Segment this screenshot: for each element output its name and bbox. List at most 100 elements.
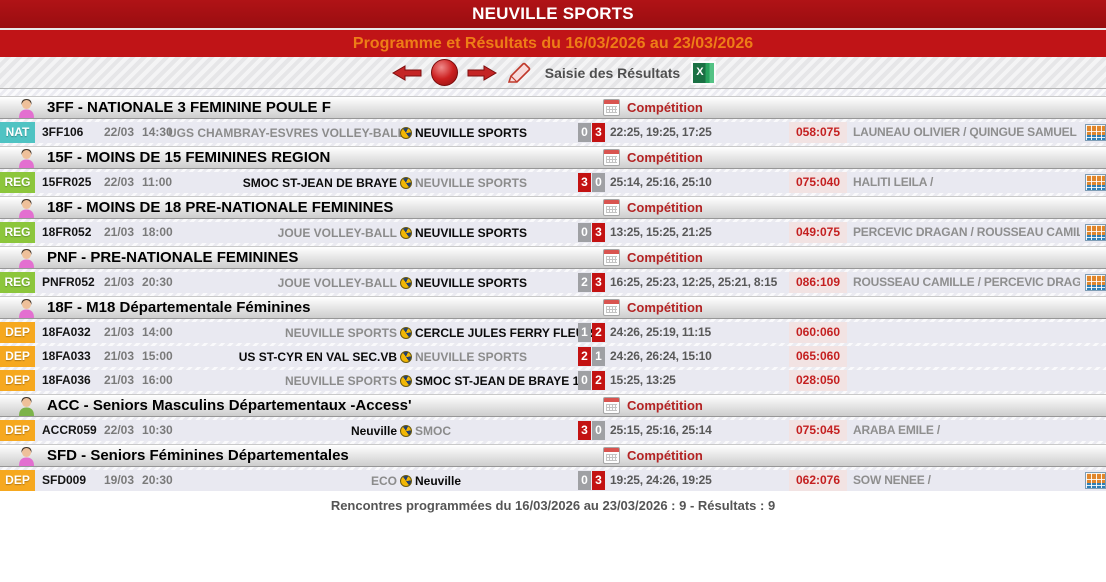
calendar-icon: [603, 397, 620, 414]
match-code[interactable]: PNFR052: [42, 275, 95, 289]
calendar-icon: [603, 447, 620, 464]
competition-label: Compétition: [627, 300, 703, 315]
match-time: 20:30: [142, 275, 173, 289]
volleyball-icon: [400, 350, 412, 363]
match-datetime: 22/03 14:30: [104, 122, 173, 143]
toolbar: Saisie des Résultats: [0, 57, 1106, 89]
total-points: 060:060: [789, 322, 847, 343]
total-points: 075:045: [789, 420, 847, 441]
team-b-name: NEUVILLE SPORTS: [415, 225, 528, 240]
stats-icon[interactable]: [1085, 174, 1106, 191]
player-avatar-icon: [16, 246, 37, 268]
score-b: 3: [592, 123, 605, 142]
match-date: 22/03: [104, 175, 135, 189]
competition-label: Compétition: [627, 150, 703, 165]
pencil-icon[interactable]: [506, 62, 532, 84]
total-points: 028:050: [789, 370, 847, 391]
match-time: 18:00: [142, 225, 173, 239]
player-avatar-icon: [16, 296, 37, 318]
referees: LAUNEAU OLIVIER / QUINGUE SAMUEL: [853, 125, 1077, 139]
volleyball-icon: [400, 326, 412, 339]
competition-link[interactable]: Compétition: [603, 97, 703, 118]
match-row: REG 15FR025 22/03 11:00 SMOC ST-JEAN DE …: [0, 172, 1106, 193]
score-a: 0: [578, 223, 591, 242]
score-b: 2: [592, 371, 605, 390]
team-a-name: JOUE VOLLEY-BALL: [277, 275, 397, 290]
arrow-left-icon[interactable]: [391, 64, 422, 81]
league-header: PNF - PRE-NATIONALE FEMININES Compétitio…: [0, 246, 1106, 269]
level-badge: REG: [0, 272, 35, 293]
competition-link[interactable]: Compétition: [603, 445, 703, 466]
score-a: 0: [578, 471, 591, 490]
stats-icon[interactable]: [1085, 274, 1106, 291]
match-time: 15:00: [142, 349, 173, 363]
page-header: NEUVILLE SPORTS Programme et Résultats d…: [0, 0, 1106, 57]
match-row: REG 18FR052 21/03 18:00 JOUE VOLLEY-BALL…: [0, 222, 1106, 243]
score-a: 1: [578, 323, 591, 342]
teams: Neuville SMOC: [168, 420, 576, 441]
competition-link[interactable]: Compétition: [603, 297, 703, 318]
match-date: 19/03: [104, 473, 135, 487]
match-code[interactable]: 15FR025: [42, 175, 92, 189]
match-date: 21/03: [104, 373, 135, 387]
team-a-name: NEUVILLE SPORTS: [284, 373, 397, 388]
stats-icon[interactable]: [1085, 224, 1106, 241]
competition-link[interactable]: Compétition: [603, 147, 703, 168]
league-section: 3FF - NATIONALE 3 FEMININE POULE F Compé…: [0, 96, 1106, 143]
match-code[interactable]: 18FA033: [42, 349, 91, 363]
match-date: 22/03: [104, 125, 135, 139]
calendar-icon: [603, 199, 620, 216]
match-date: 21/03: [104, 349, 135, 363]
match-row: DEP 18FA036 21/03 16:00 NEUVILLE SPORTS …: [0, 370, 1106, 391]
match-code[interactable]: SFD009: [42, 473, 87, 487]
team-b-name: NEUVILLE SPORTS: [415, 275, 528, 290]
player-avatar-icon: [16, 96, 37, 118]
total-points: 058:075: [789, 122, 847, 143]
set-scores: 15:25, 13:25: [610, 373, 676, 387]
stats-icon[interactable]: [1085, 124, 1106, 141]
match-code[interactable]: 18FA036: [42, 373, 91, 387]
club-title: NEUVILLE SPORTS: [472, 4, 634, 23]
match-datetime: 19/03 20:30: [104, 470, 173, 491]
player-avatar-icon: [16, 394, 37, 416]
league-title: SFD - Seniors Féminines Départementales: [47, 447, 349, 464]
page-subtitle: Programme et Résultats du 16/03/2026 au …: [352, 34, 754, 52]
competition-link[interactable]: Compétition: [603, 395, 703, 416]
competition-link[interactable]: Compétition: [603, 247, 703, 268]
team-b-name: NEUVILLE SPORTS: [415, 125, 528, 140]
score-b: 3: [592, 471, 605, 490]
referees: ARABA EMILE /: [853, 423, 940, 437]
match-code[interactable]: 18FR052: [42, 225, 92, 239]
level-badge: NAT: [0, 122, 35, 143]
team-a-name: JOUE VOLLEY-BALL: [277, 225, 397, 240]
match-code[interactable]: ACCR059: [42, 423, 97, 437]
league-header: 18F - M18 Départementale Féminines Compé…: [0, 296, 1106, 319]
red-circle-icon[interactable]: [430, 59, 458, 86]
set-scores: 25:15, 25:16, 25:14: [610, 423, 712, 437]
match-code[interactable]: 18FA032: [42, 325, 91, 339]
league-section: 15F - MOINS DE 15 FEMININES REGION Compé…: [0, 146, 1106, 193]
match-date: 22/03: [104, 423, 135, 437]
score-a: 2: [578, 347, 591, 366]
level-badge: DEP: [0, 370, 35, 391]
calendar-icon: [603, 149, 620, 166]
stats-icon[interactable]: [1085, 472, 1106, 489]
score-a: 0: [578, 371, 591, 390]
competition-label: Compétition: [627, 100, 703, 115]
teams: NEUVILLE SPORTS CERCLE JULES FERRY FLEUR…: [168, 322, 601, 343]
arrow-right-icon[interactable]: [467, 64, 497, 81]
team-b-name: CERCLE JULES FERRY FLEURY: [415, 325, 601, 340]
club-title-bar: NEUVILLE SPORTS: [0, 0, 1106, 30]
set-scores: 24:26, 26:24, 15:10: [610, 349, 712, 363]
competition-label: Compétition: [627, 250, 703, 265]
team-b-name: SMOC ST-JEAN DE BRAYE 1: [415, 373, 580, 388]
excel-icon[interactable]: [693, 62, 715, 83]
level-badge: REG: [0, 172, 35, 193]
volleyball-icon: [400, 126, 412, 139]
match-code[interactable]: 3FF106: [42, 125, 84, 139]
team-a-name: UGS CHAMBRAY-ESVRES VOLLEY-BALL: [168, 125, 405, 140]
match-time: 10:30: [142, 423, 173, 437]
competition-label: Compétition: [627, 448, 703, 463]
saisie-resultats-label[interactable]: Saisie des Résultats: [544, 64, 681, 81]
competition-link[interactable]: Compétition: [603, 197, 703, 218]
